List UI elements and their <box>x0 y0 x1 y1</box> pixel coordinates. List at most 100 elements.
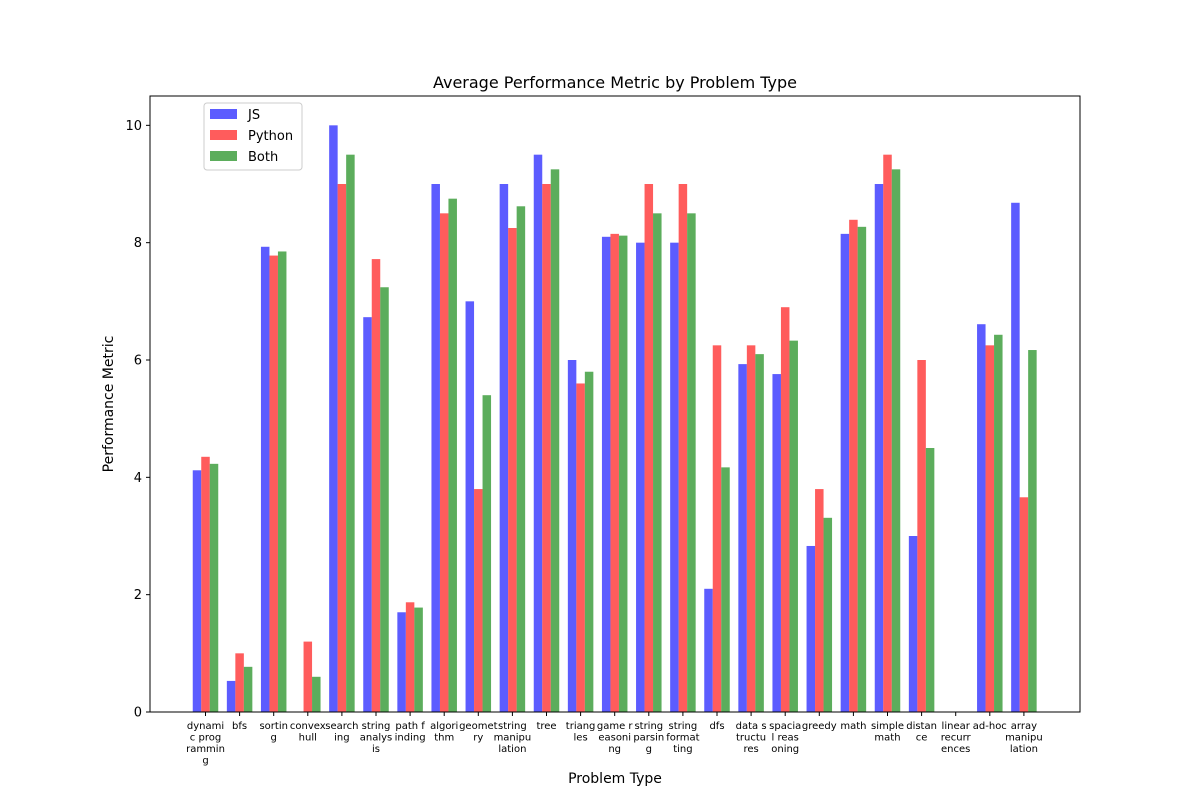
legend-swatch-both <box>210 151 237 161</box>
x-tick-label: convex hull <box>290 721 326 744</box>
x-tick-label-line: ce <box>916 733 928 744</box>
x-tick-label-line: lation <box>498 744 526 755</box>
bar-both-1 <box>243 666 253 712</box>
x-tick-label: string format ting <box>666 721 699 755</box>
bar-both-13 <box>653 213 662 712</box>
x-tick-label-line: dfs <box>709 721 724 732</box>
bar-both-24 <box>1028 350 1037 712</box>
bar-both-18 <box>823 517 833 712</box>
bar-python-7 <box>439 213 449 712</box>
legend-label-python: Python <box>248 129 293 144</box>
x-tick-label-line: g <box>202 756 208 767</box>
x-tick-label-line: c prog <box>190 733 221 744</box>
bar-js-13 <box>636 242 645 713</box>
x-tick-label-line: ry <box>473 733 483 744</box>
x-tick-label-line: parsin <box>633 733 664 744</box>
bar-js-5 <box>363 317 372 712</box>
bar-python-9 <box>508 228 517 712</box>
x-tick-label-line: manipu <box>1005 733 1043 744</box>
x-tick-label: string parsin g <box>633 721 664 755</box>
x-tick-label: sortin g <box>259 721 287 744</box>
bar-both-12 <box>618 235 628 712</box>
bar-both-3 <box>312 676 321 712</box>
bar-python-8 <box>474 489 483 712</box>
bar-both-0 <box>209 463 219 712</box>
x-tick-label: ad-hoc <box>973 721 1007 732</box>
x-tick-label-line: search <box>325 721 358 732</box>
x-tick-label: string analys is <box>360 721 393 755</box>
bar-both-11 <box>584 371 594 712</box>
bar-js-9 <box>499 184 509 712</box>
x-tick-label-line: string <box>634 721 663 732</box>
x-tick-label-line: ing <box>334 733 349 744</box>
y-tick-label: 8 <box>134 236 142 251</box>
x-tick-label-line: easoni <box>598 733 631 744</box>
bar-python-24 <box>1019 497 1029 712</box>
bar-python-3 <box>303 641 313 712</box>
x-tick-label-line: g <box>646 744 652 755</box>
x-tick-label-line: geomet <box>459 721 498 732</box>
bar-python-19 <box>849 219 858 713</box>
x-tick-label-line: linear <box>942 721 971 732</box>
bar-js-7 <box>431 184 440 712</box>
x-tick-label: dynami c prog rammin g <box>186 721 225 767</box>
bar-python-0 <box>201 456 210 712</box>
bar-python-23 <box>985 345 995 712</box>
x-tick-label-line: sortin <box>259 721 287 732</box>
x-tick-label: tree <box>536 721 556 732</box>
y-tick-label: 4 <box>134 471 142 486</box>
bar-both-16 <box>755 354 764 712</box>
x-tick-label-line: string <box>498 721 527 732</box>
bar-python-18 <box>815 489 824 712</box>
bar-python-15 <box>712 345 722 712</box>
x-tick-label: triang les <box>566 721 596 744</box>
x-tick-label: game r easoni ng <box>597 721 634 755</box>
bar-python-20 <box>883 154 892 713</box>
bar-js-24 <box>1011 202 1020 712</box>
x-tick-label: string manipu lation <box>494 721 532 755</box>
bar-python-2 <box>269 255 278 712</box>
bar-python-21 <box>917 360 926 712</box>
x-tick-label-line: thm <box>434 733 454 744</box>
bar-js-16 <box>738 364 747 712</box>
y-tick-label: 2 <box>134 588 142 603</box>
x-tick-label: math <box>840 721 866 732</box>
x-tick-label: greedy <box>802 721 837 732</box>
chart-title: Average Performance Metric by Problem Ty… <box>433 73 797 92</box>
bar-both-20 <box>891 169 901 712</box>
x-tick-label-line: string <box>669 721 698 732</box>
bar-js-20 <box>874 184 884 712</box>
x-tick-label: simple math <box>871 721 904 744</box>
x-tick-label-line: recurr <box>941 733 972 744</box>
bar-js-8 <box>465 301 475 712</box>
x-tick-label: array manipu lation <box>1005 721 1043 755</box>
x-tick-label: bfs <box>232 721 247 732</box>
x-tick-label-line: tree <box>536 721 556 732</box>
bar-js-12 <box>601 236 611 713</box>
legend-label-both: Both <box>248 150 278 165</box>
x-tick-label: dfs <box>709 721 724 732</box>
x-tick-label-line: ng <box>608 744 621 755</box>
x-tick-label: path f inding <box>395 721 426 744</box>
x-tick-label-line: analys <box>360 733 393 744</box>
bar-js-10 <box>533 154 543 713</box>
bar-js-0 <box>192 470 202 712</box>
x-tick-label-line: array <box>1011 721 1037 732</box>
bar-python-16 <box>746 345 756 712</box>
bar-js-15 <box>704 588 713 712</box>
bar-both-21 <box>925 448 935 712</box>
y-tick-label: 6 <box>134 354 142 369</box>
x-tick-label-line: bfs <box>232 721 247 732</box>
bars-group <box>192 125 1037 713</box>
x-tick-label-line: format <box>666 733 699 744</box>
x-tick-label-line: algori <box>430 721 458 732</box>
x-tick-label-line: tructu <box>736 733 766 744</box>
bar-js-23 <box>977 324 986 712</box>
bar-python-11 <box>576 383 585 712</box>
bar-js-2 <box>260 246 270 712</box>
x-tick-label: data s tructu res <box>736 721 767 755</box>
x-tick-label: linear recurr ences <box>941 721 972 755</box>
x-tick-label-line: hull <box>299 733 317 744</box>
bar-python-5 <box>371 259 381 712</box>
